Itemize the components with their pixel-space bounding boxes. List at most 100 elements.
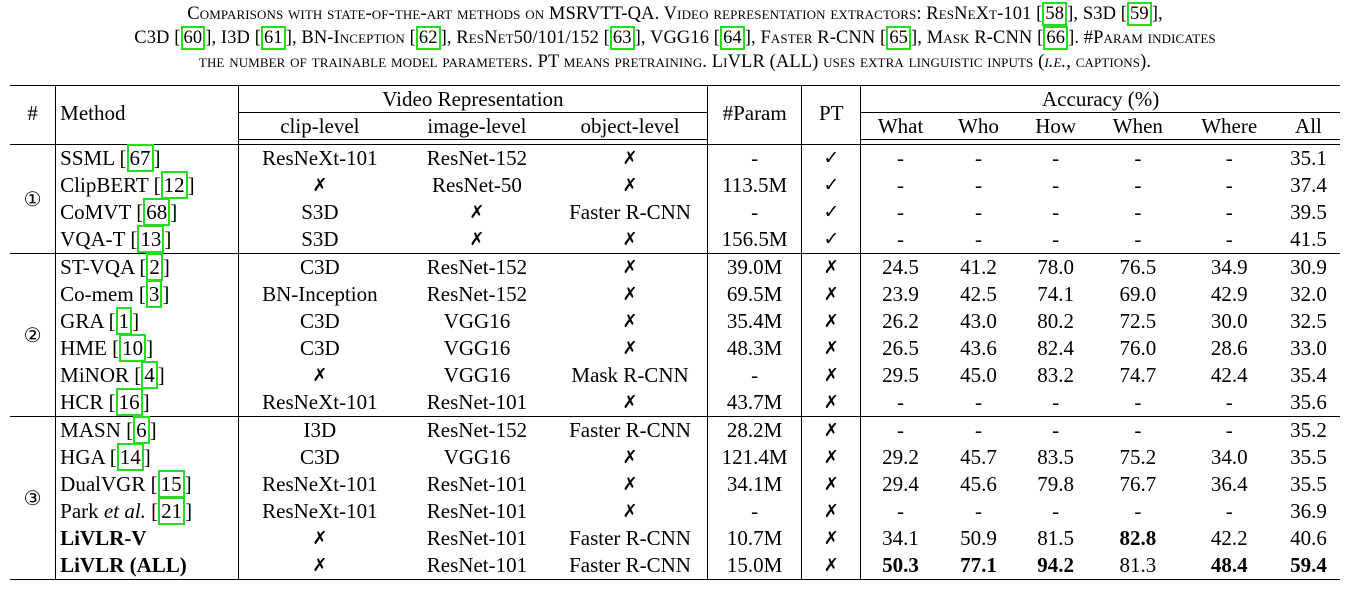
method-name: Co-mem xyxy=(60,282,134,306)
cell-all: 35.1 xyxy=(1290,146,1327,170)
cell-how: 83.5 xyxy=(1037,445,1074,469)
cell-who: 77.1 xyxy=(939,552,1018,580)
cell-when: - xyxy=(1134,499,1142,523)
cell-pt: ✗ xyxy=(801,416,862,444)
method-cell: GRA [1] xyxy=(55,307,239,335)
citation-link[interactable]: 3 xyxy=(145,280,163,308)
cell-what: - xyxy=(897,173,905,197)
cell-object: ✗ xyxy=(553,471,708,498)
cell-pt: ✗ xyxy=(801,498,862,525)
cell-all: 36.9 xyxy=(1290,499,1327,523)
cell-how: - xyxy=(1052,227,1060,251)
cell-what: 29.5 xyxy=(882,363,919,387)
cell-param: 34.1M xyxy=(707,471,803,498)
method-name: ST-VQA xyxy=(60,255,135,279)
cell-when: 75.2 xyxy=(1119,445,1157,469)
method-cell: HCR [16] xyxy=(55,388,239,417)
cell-how: 74.1 xyxy=(1037,282,1074,306)
citation-link[interactable]: 16 xyxy=(115,388,143,416)
cell-where: 28.6 xyxy=(1210,336,1248,360)
method-cell: LiVLR-V xyxy=(55,525,239,552)
cell-pt: ✓ xyxy=(801,172,862,199)
citation-link[interactable]: 2 xyxy=(146,253,163,281)
cell-all: 30.9 xyxy=(1276,253,1340,281)
cell-pt: ✗ xyxy=(801,362,862,389)
method-name: GRA xyxy=(60,309,104,333)
header-where: Where xyxy=(1181,112,1277,140)
method-name: LiVLR-V xyxy=(60,526,147,550)
cell-who: - xyxy=(939,416,1018,444)
cell-all: 33.0 xyxy=(1290,336,1327,360)
cell-param: 35.4M xyxy=(707,308,803,335)
cell-who: - xyxy=(974,499,982,523)
cell-param: 10.7M xyxy=(707,525,803,552)
cell-all: 35.5 xyxy=(1290,445,1327,469)
method-name: DualVGR xyxy=(60,472,146,496)
cell-all: 32.5 xyxy=(1290,309,1327,333)
table-row: ② ST-VQA [2] C3D ResNet-152 ✗ 39.0M ✗ 24.5 41.2 7… xyxy=(10,253,1340,417)
method-cell: Co-mem [3] xyxy=(55,280,239,308)
cell-who: 41.2 xyxy=(939,253,1018,281)
citation-link[interactable]: 4 xyxy=(141,361,158,389)
cell-image: VGG16 xyxy=(443,363,511,387)
citation-link[interactable]: 21 xyxy=(158,497,186,525)
citation-link[interactable]: 67 xyxy=(126,144,154,172)
header-clip-level: clip-level xyxy=(238,112,401,140)
cell-clip: ResNeXt-101 xyxy=(262,499,378,523)
cell-how: - xyxy=(1052,390,1060,414)
cell-param: - xyxy=(707,144,803,172)
cell-what: 23.9 xyxy=(882,282,919,306)
citation-link[interactable]: 10 xyxy=(119,334,147,362)
cell-param: 69.5M xyxy=(707,281,803,308)
cell-object: ✗ xyxy=(553,281,708,308)
cell-object: ✗ xyxy=(553,253,708,281)
cell-how: 78.0 xyxy=(1017,253,1095,281)
cell-image: VGG16 xyxy=(443,336,511,360)
cell-image: ✗ xyxy=(469,202,485,223)
citation-link[interactable]: 14 xyxy=(116,443,144,471)
cell-how: 80.2 xyxy=(1037,309,1074,333)
cell-where: - xyxy=(1225,200,1233,224)
cell-where: 34.0 xyxy=(1210,445,1248,469)
cell-image: VGG16 xyxy=(443,309,511,333)
cell-what: - xyxy=(860,416,940,444)
cell-param: 39.0M xyxy=(707,253,803,281)
table-row: Park et al. [21] ResNeXt-101 ResNet-101 ✗ - ✗… xyxy=(10,497,1340,525)
cell-pt: ✗ xyxy=(801,308,862,335)
table-row: HCR [16] ResNeXt-101 ResNet-101 ✗ 43.7M ✗ - - - -… xyxy=(10,388,1340,417)
header-how: How xyxy=(1017,112,1095,140)
table-row: ① SSML [67] ResNeXt-101 ResNet-152 ✗ - ✓ - - - - -3… xyxy=(10,144,1340,254)
header-who: Who xyxy=(939,112,1018,140)
cell-param: 48.3M xyxy=(707,335,803,362)
cell-clip: ✗ xyxy=(312,528,328,549)
cell-image: ResNet-101 xyxy=(400,552,554,580)
cell-what: 24.5 xyxy=(860,253,940,281)
method-name: HME xyxy=(60,336,107,360)
cell-when: 72.5 xyxy=(1119,309,1157,333)
cell-all: 39.5 xyxy=(1290,200,1327,224)
header-all: All xyxy=(1276,112,1340,140)
citation-link[interactable]: 15 xyxy=(157,470,185,498)
cell-where: 36.4 xyxy=(1210,472,1248,496)
cell-param: - xyxy=(707,199,803,226)
group-label: ③ xyxy=(10,416,57,580)
cell-what: - xyxy=(897,390,905,414)
cell-clip: S3D xyxy=(301,227,339,251)
citation-link[interactable]: 13 xyxy=(137,225,165,253)
method-cell: HGA [14] xyxy=(55,443,239,471)
method-cell: Park et al. [21] xyxy=(55,497,239,525)
cell-param: 156.5M xyxy=(707,226,803,254)
cell-where: - xyxy=(1181,416,1277,444)
citation-link[interactable]: 6 xyxy=(133,416,150,444)
cell-clip: ✗ xyxy=(312,365,328,386)
citation-link[interactable]: 12 xyxy=(160,171,188,199)
citation-link[interactable]: 68 xyxy=(143,198,171,226)
citation-link[interactable]: 1 xyxy=(115,307,133,335)
cell-what: 29.4 xyxy=(882,472,919,496)
method-cell: VQA-T [13] xyxy=(55,225,239,254)
cell-pt: ✗ xyxy=(801,389,862,417)
cell-where: 30.0 xyxy=(1210,309,1248,333)
cell-image: ResNet-50 xyxy=(432,173,522,197)
group-label: ① xyxy=(10,144,57,254)
cell-what: 34.1 xyxy=(882,526,919,550)
